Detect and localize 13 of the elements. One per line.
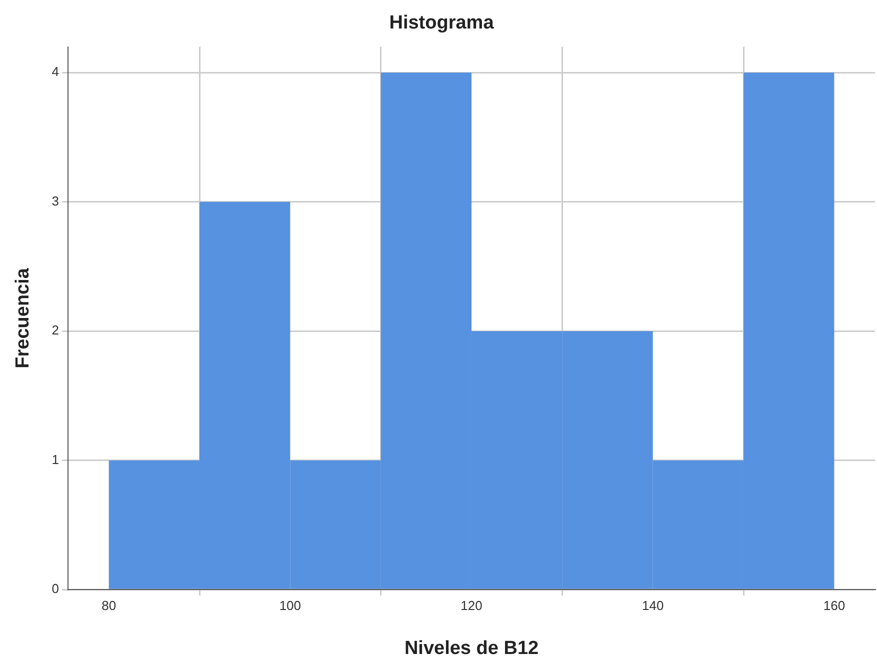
- y-tick-label: 4: [52, 64, 60, 80]
- x-tick-label: 160: [823, 598, 846, 613]
- x-axis-title: Niveles de B12: [404, 638, 539, 659]
- x-tick-label: 120: [460, 598, 482, 613]
- x-tick-label: 80: [102, 598, 116, 613]
- x-tick-label: 100: [279, 598, 302, 613]
- y-axis-title: Frecuencia: [12, 268, 34, 368]
- x-tick-label: 140: [642, 598, 664, 613]
- y-tick-label: 1: [52, 452, 60, 467]
- chart-title: Histograma: [389, 12, 494, 34]
- y-tick-label: 2: [52, 322, 60, 338]
- y-tick-label: 0: [52, 581, 60, 596]
- y-tick-label: 3: [52, 193, 60, 208]
